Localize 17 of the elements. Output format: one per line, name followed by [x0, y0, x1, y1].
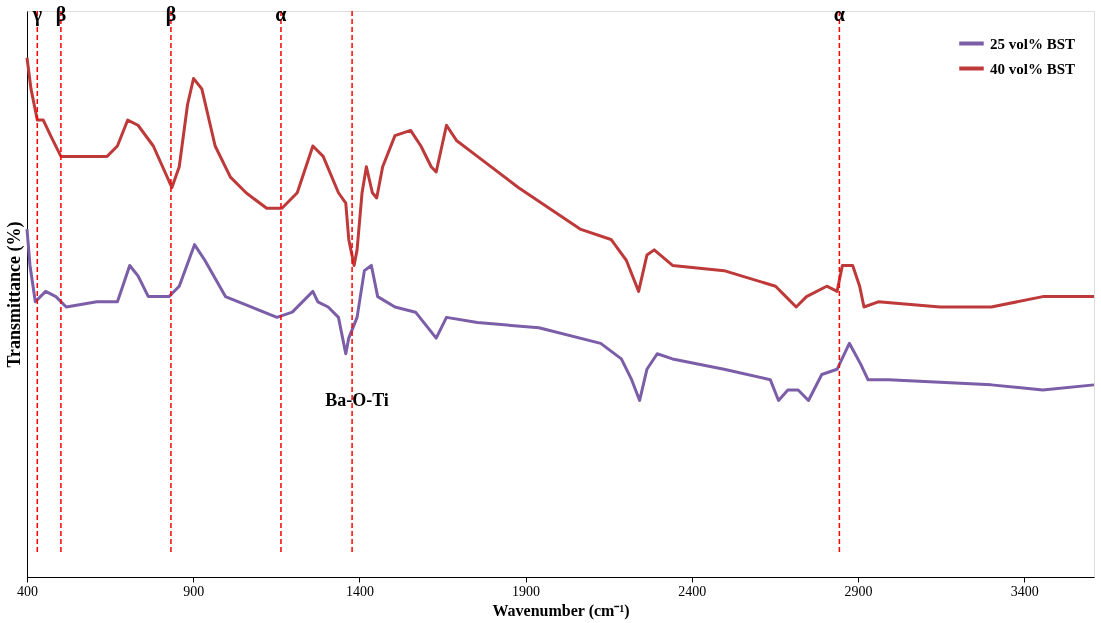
ref-line-label: β — [55, 3, 67, 26]
x-tick-label: 3400 — [1010, 583, 1039, 599]
x-tick-label: 2900 — [844, 583, 873, 599]
legend-label: 40 vol% BST — [990, 60, 1076, 77]
annotation: Ba-O-Ti — [325, 390, 389, 410]
y-axis-title: Transmittance (%) — [3, 221, 25, 368]
ref-line-label: α — [833, 3, 845, 25]
ref-line-label: β — [165, 3, 177, 26]
x-tick-label: 1400 — [345, 583, 374, 599]
ref-line-label: γ — [31, 3, 43, 26]
x-axis-title: Wavenumber (cm⁻¹) — [492, 601, 630, 620]
ref-line-label: α — [275, 3, 287, 25]
x-tick-label: 1900 — [512, 583, 541, 599]
x-tick-label: 2400 — [678, 583, 707, 599]
legend-label: 25 vol% BST — [990, 35, 1076, 52]
x-tick-label: 400 — [17, 583, 38, 599]
x-tick-label: 900 — [183, 583, 205, 599]
